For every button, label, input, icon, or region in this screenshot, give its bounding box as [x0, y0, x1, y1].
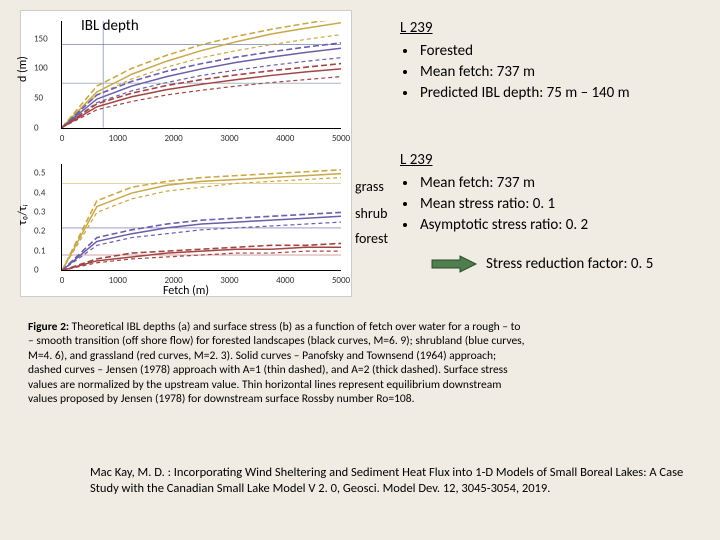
- ytick: 0.3: [34, 206, 45, 217]
- ytick: 50: [34, 92, 43, 103]
- info-bot-head: L 239: [400, 151, 433, 169]
- xtick: 1000: [109, 275, 127, 286]
- xtick: 2000: [164, 133, 182, 144]
- chart-ibl-depth: IBL depth d (m) 010002000300040005000050…: [21, 11, 351, 154]
- xtick: 3000: [220, 275, 238, 286]
- caption-lead: Figure 2:: [28, 320, 69, 334]
- info-item: Mean fetch: 737 m: [418, 173, 588, 194]
- ytick: 0: [34, 122, 39, 133]
- ytick: 0.4: [34, 187, 45, 198]
- ytick: 150: [34, 33, 48, 44]
- citation: Mac Kay, M. D. : Incorporating Wind Shel…: [90, 465, 690, 496]
- stress-reduction-row: Stress reduction factor: 0. 5: [430, 255, 653, 273]
- ytick: 0.1: [34, 245, 45, 256]
- plot-bot: 01000200030004000500000.10.20.30.40.5: [61, 164, 341, 272]
- figure-caption: Figure 2: Theoretical IBL depths (a) and…: [28, 320, 528, 406]
- arrow-icon: [430, 255, 478, 273]
- ytick: 0: [34, 265, 39, 276]
- info-item: Mean fetch: 737 m: [418, 62, 630, 83]
- xtick: 0: [60, 133, 65, 144]
- figure-panel: IBL depth d (m) 010002000300040005000050…: [20, 10, 352, 297]
- info-item: Predicted IBL depth: 75 m – 140 m: [418, 83, 630, 104]
- chart-stress-ratio: τ₀/τᵢ 01000200030004000500000.10.20.30.4…: [21, 154, 351, 297]
- info-item: Asymptotic stress ratio: 0. 2: [418, 215, 588, 236]
- ylabel-top: d (m): [16, 56, 30, 82]
- xtick: 3000: [220, 133, 238, 144]
- ylabel-bot: τ₀/τᵢ: [16, 204, 30, 225]
- ytick: 100: [34, 63, 48, 74]
- ytick: 0.2: [34, 226, 45, 237]
- xtick: 0: [60, 275, 65, 286]
- info-block-top: L 239 ForestedMean fetch: 737 mPredicted…: [400, 18, 630, 104]
- curve-label: grass: [355, 178, 384, 195]
- info-top-head: L 239: [400, 19, 433, 37]
- curve-label: shrub: [355, 205, 387, 222]
- info-item: Mean stress ratio: 0. 1: [418, 194, 588, 215]
- xlabel: Fetch (m): [163, 284, 209, 298]
- plot-top: 010002000300040005000050100150: [61, 21, 341, 129]
- xtick: 4000: [276, 275, 294, 286]
- caption-body: Theoretical IBL depths (a) and surface s…: [28, 320, 525, 406]
- info-block-bot: L 239 Mean fetch: 737 mMean stress ratio…: [400, 150, 588, 236]
- xtick: 5000: [332, 133, 350, 144]
- xtick: 1000: [109, 133, 127, 144]
- ytick: 0.5: [34, 168, 45, 179]
- stress-reduction-text: Stress reduction factor: 0. 5: [486, 255, 653, 273]
- curve-label: forest: [355, 230, 388, 247]
- xtick: 4000: [276, 133, 294, 144]
- chart-title-top: IBL depth: [81, 17, 139, 35]
- info-item: Forested: [418, 41, 630, 62]
- xtick: 5000: [332, 275, 350, 286]
